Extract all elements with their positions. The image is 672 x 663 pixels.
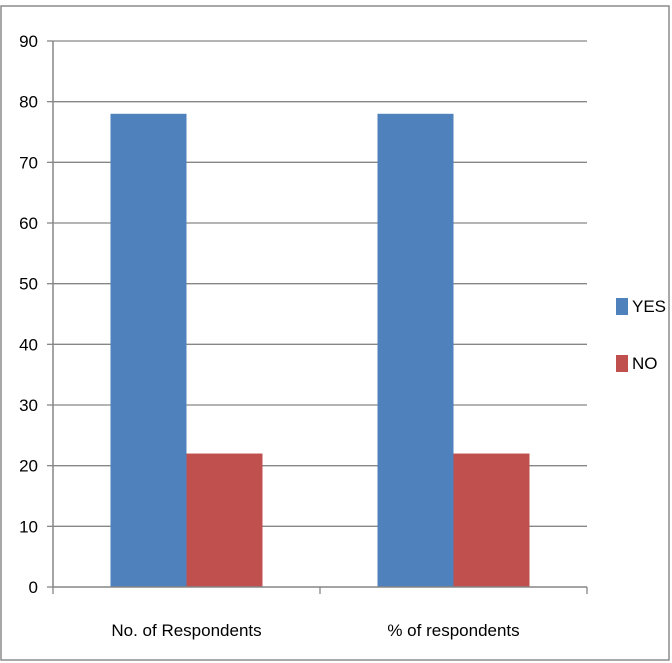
y-tick-label: 30 — [19, 396, 38, 415]
y-tick-label: 10 — [19, 517, 38, 536]
legend-swatch-yes — [616, 298, 628, 315]
legend-label-yes: YES — [632, 297, 666, 316]
y-tick-label: 0 — [29, 578, 38, 597]
x-category-label: % of respondents — [387, 621, 519, 640]
y-tick-label: 60 — [19, 214, 38, 233]
x-category-label: No. of Respondents — [111, 621, 261, 640]
bar-no-1 — [186, 453, 263, 587]
bars — [110, 113, 530, 588]
y-tick-label: 40 — [19, 335, 38, 354]
y-tick-label: 20 — [19, 457, 38, 476]
x-category-labels: No. of Respondents % of respondents — [111, 621, 519, 640]
y-tick-label: 50 — [19, 275, 38, 294]
y-tick-label: 90 — [19, 32, 38, 51]
axes — [47, 40, 588, 594]
legend-label-no: NO — [632, 354, 658, 373]
bar-yes-2 — [377, 113, 454, 588]
y-tick-label: 70 — [19, 153, 38, 172]
chart-border — [0, 5, 670, 661]
bar-yes-1 — [110, 113, 187, 588]
legend-swatch-no — [616, 355, 628, 372]
y-tick-label: 80 — [19, 93, 38, 112]
y-tick-labels: 0 10 20 30 40 50 60 70 80 90 — [19, 32, 38, 597]
legend: YES NO — [616, 297, 666, 373]
bar-no-2 — [453, 453, 530, 587]
